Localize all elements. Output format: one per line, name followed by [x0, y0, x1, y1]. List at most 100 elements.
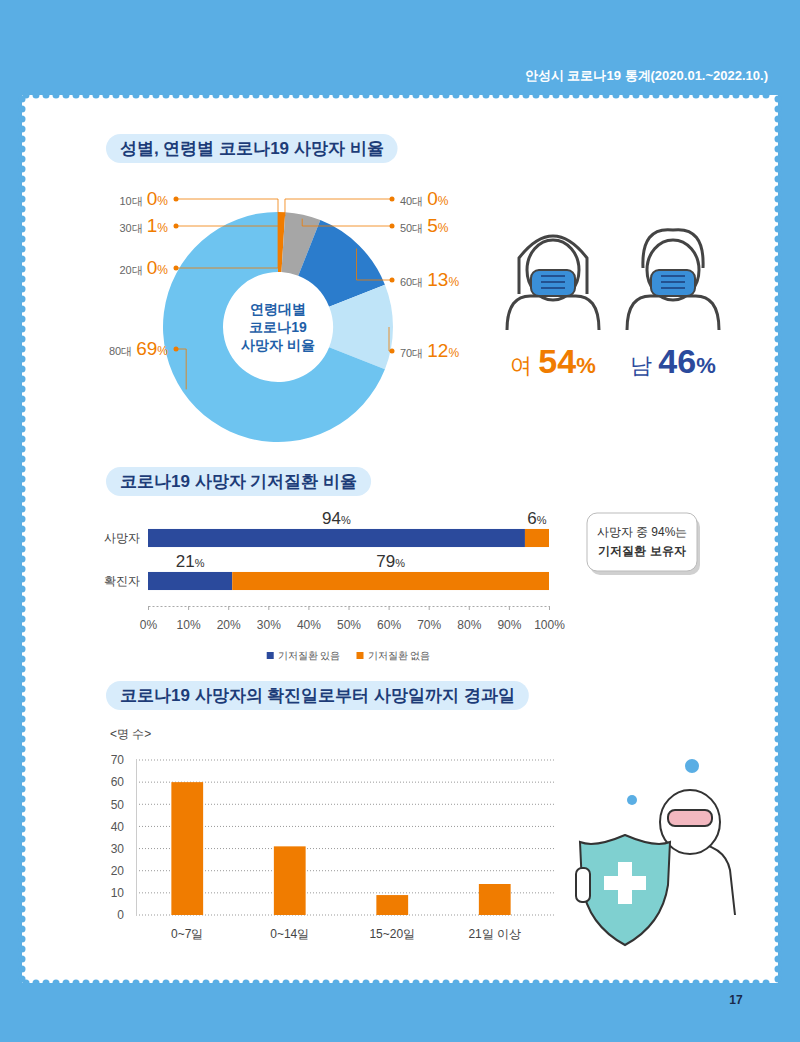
page: 안성시 코로나19 통계(2020.01.~2022.10.)17성별, 연령별… [0, 0, 800, 1042]
panel-scallop [19, 646, 26, 653]
panel-scallop [775, 606, 782, 613]
tick-label: 60% [377, 618, 401, 632]
icon-face [527, 240, 579, 300]
value-label: 69% [136, 338, 168, 359]
panel-scallop [19, 586, 26, 593]
tick: 20 [111, 864, 125, 878]
panel-scallop [653, 980, 660, 987]
tick-mark [308, 606, 309, 610]
leader-dot [174, 266, 179, 271]
panel-scallop [403, 92, 410, 99]
panel-scallop [775, 886, 782, 893]
panel-scallop [223, 92, 230, 99]
panel-scallop [775, 856, 782, 863]
panel-scallop [753, 980, 760, 987]
panel-scallop [775, 316, 782, 323]
panel-scallop [19, 216, 26, 223]
tick: 0% [140, 606, 158, 632]
center-text: 코로나19 [249, 319, 307, 335]
value-number: 1 [147, 215, 158, 236]
tick-label: 80% [457, 618, 481, 632]
data-label: 30대1% [120, 215, 169, 236]
panel-scallop [33, 980, 40, 987]
panel-scallop [253, 92, 260, 99]
panel-scallop [143, 980, 150, 987]
panel-scallop [775, 256, 782, 263]
panel-scallop [19, 446, 26, 453]
panel-scallop [19, 246, 26, 253]
panel-scallop [19, 686, 26, 693]
bar [171, 782, 203, 915]
bar [479, 884, 511, 915]
panel-scallop [775, 646, 782, 653]
section-title: 코로나19 사망자 기저질환 비율 [106, 467, 371, 496]
bar [376, 895, 408, 915]
panel-scallop [775, 866, 782, 873]
tick-mark [349, 606, 350, 610]
leader-dot [174, 224, 179, 229]
panel-scallop [123, 92, 130, 99]
panel-scallop [775, 476, 782, 483]
center-text: 연령대별 [250, 301, 306, 317]
panel-scallop [563, 980, 570, 987]
value-number: 6 [527, 509, 536, 528]
panel-scallop [693, 92, 700, 99]
person-icon [507, 236, 599, 330]
panel-scallop [775, 696, 782, 703]
panel-scallop [19, 516, 26, 523]
panel-scallop [19, 156, 26, 163]
panel-scallop [19, 916, 26, 923]
category-label: 80대 [109, 345, 132, 357]
tick: 30% [257, 606, 281, 632]
panel-scallop [19, 936, 26, 943]
gender-value: 54% [538, 342, 595, 380]
panel-scallop [19, 836, 26, 843]
panel-scallop [473, 980, 480, 987]
panel-edge [19, 92, 782, 987]
tick-label: 20 [111, 864, 125, 878]
panel-scallop [263, 92, 270, 99]
category-label: 20대 [120, 264, 143, 276]
background [0, 0, 800, 1042]
panel-scallop [775, 586, 782, 593]
legend-item: 기저질환 없음 [357, 650, 431, 661]
panel-scallop [443, 980, 450, 987]
panel-scallop [775, 96, 782, 103]
panel-scallop [203, 92, 210, 99]
panel-scallop [523, 92, 530, 99]
panel-scallop [19, 366, 26, 373]
panel-scallop [123, 980, 130, 987]
center-text: 사망자 비율 [241, 337, 315, 353]
panel-scallop [283, 92, 290, 99]
panel-scallop [19, 116, 26, 123]
panel-scallop [775, 566, 782, 573]
panel-scallop [513, 92, 520, 99]
bar [148, 572, 232, 590]
panel-scallop [73, 92, 80, 99]
panel-scallop [53, 980, 60, 987]
panel-scallop [19, 876, 26, 883]
panel-scallop [133, 92, 140, 99]
panel-scallop [19, 806, 26, 813]
panel-scallop [19, 286, 26, 293]
data-labels: 10대0%20대0%30대1%40대0%50대5%60대13%70대12%80대… [109, 188, 459, 389]
panel-scallop [775, 206, 782, 213]
data-label: 50대5% [400, 215, 449, 236]
panel-scallop [775, 896, 782, 903]
tick-mark [148, 606, 149, 610]
panel-scallop [19, 416, 26, 423]
panel-scallop [775, 876, 782, 883]
tick: 40 [111, 820, 125, 834]
panel-scallop [19, 746, 26, 753]
gender-label: 남46% [630, 342, 715, 380]
panel-scallop [19, 346, 26, 353]
panel-scallop [19, 236, 26, 243]
tick: 60% [377, 606, 401, 632]
panel-scallop [775, 706, 782, 713]
tick-mark [389, 606, 390, 610]
leader-dot [174, 197, 179, 202]
panel-scallop [303, 92, 310, 99]
panel-scallop [775, 546, 782, 553]
panel-scallop [19, 106, 26, 113]
panel-scallop [775, 956, 782, 963]
